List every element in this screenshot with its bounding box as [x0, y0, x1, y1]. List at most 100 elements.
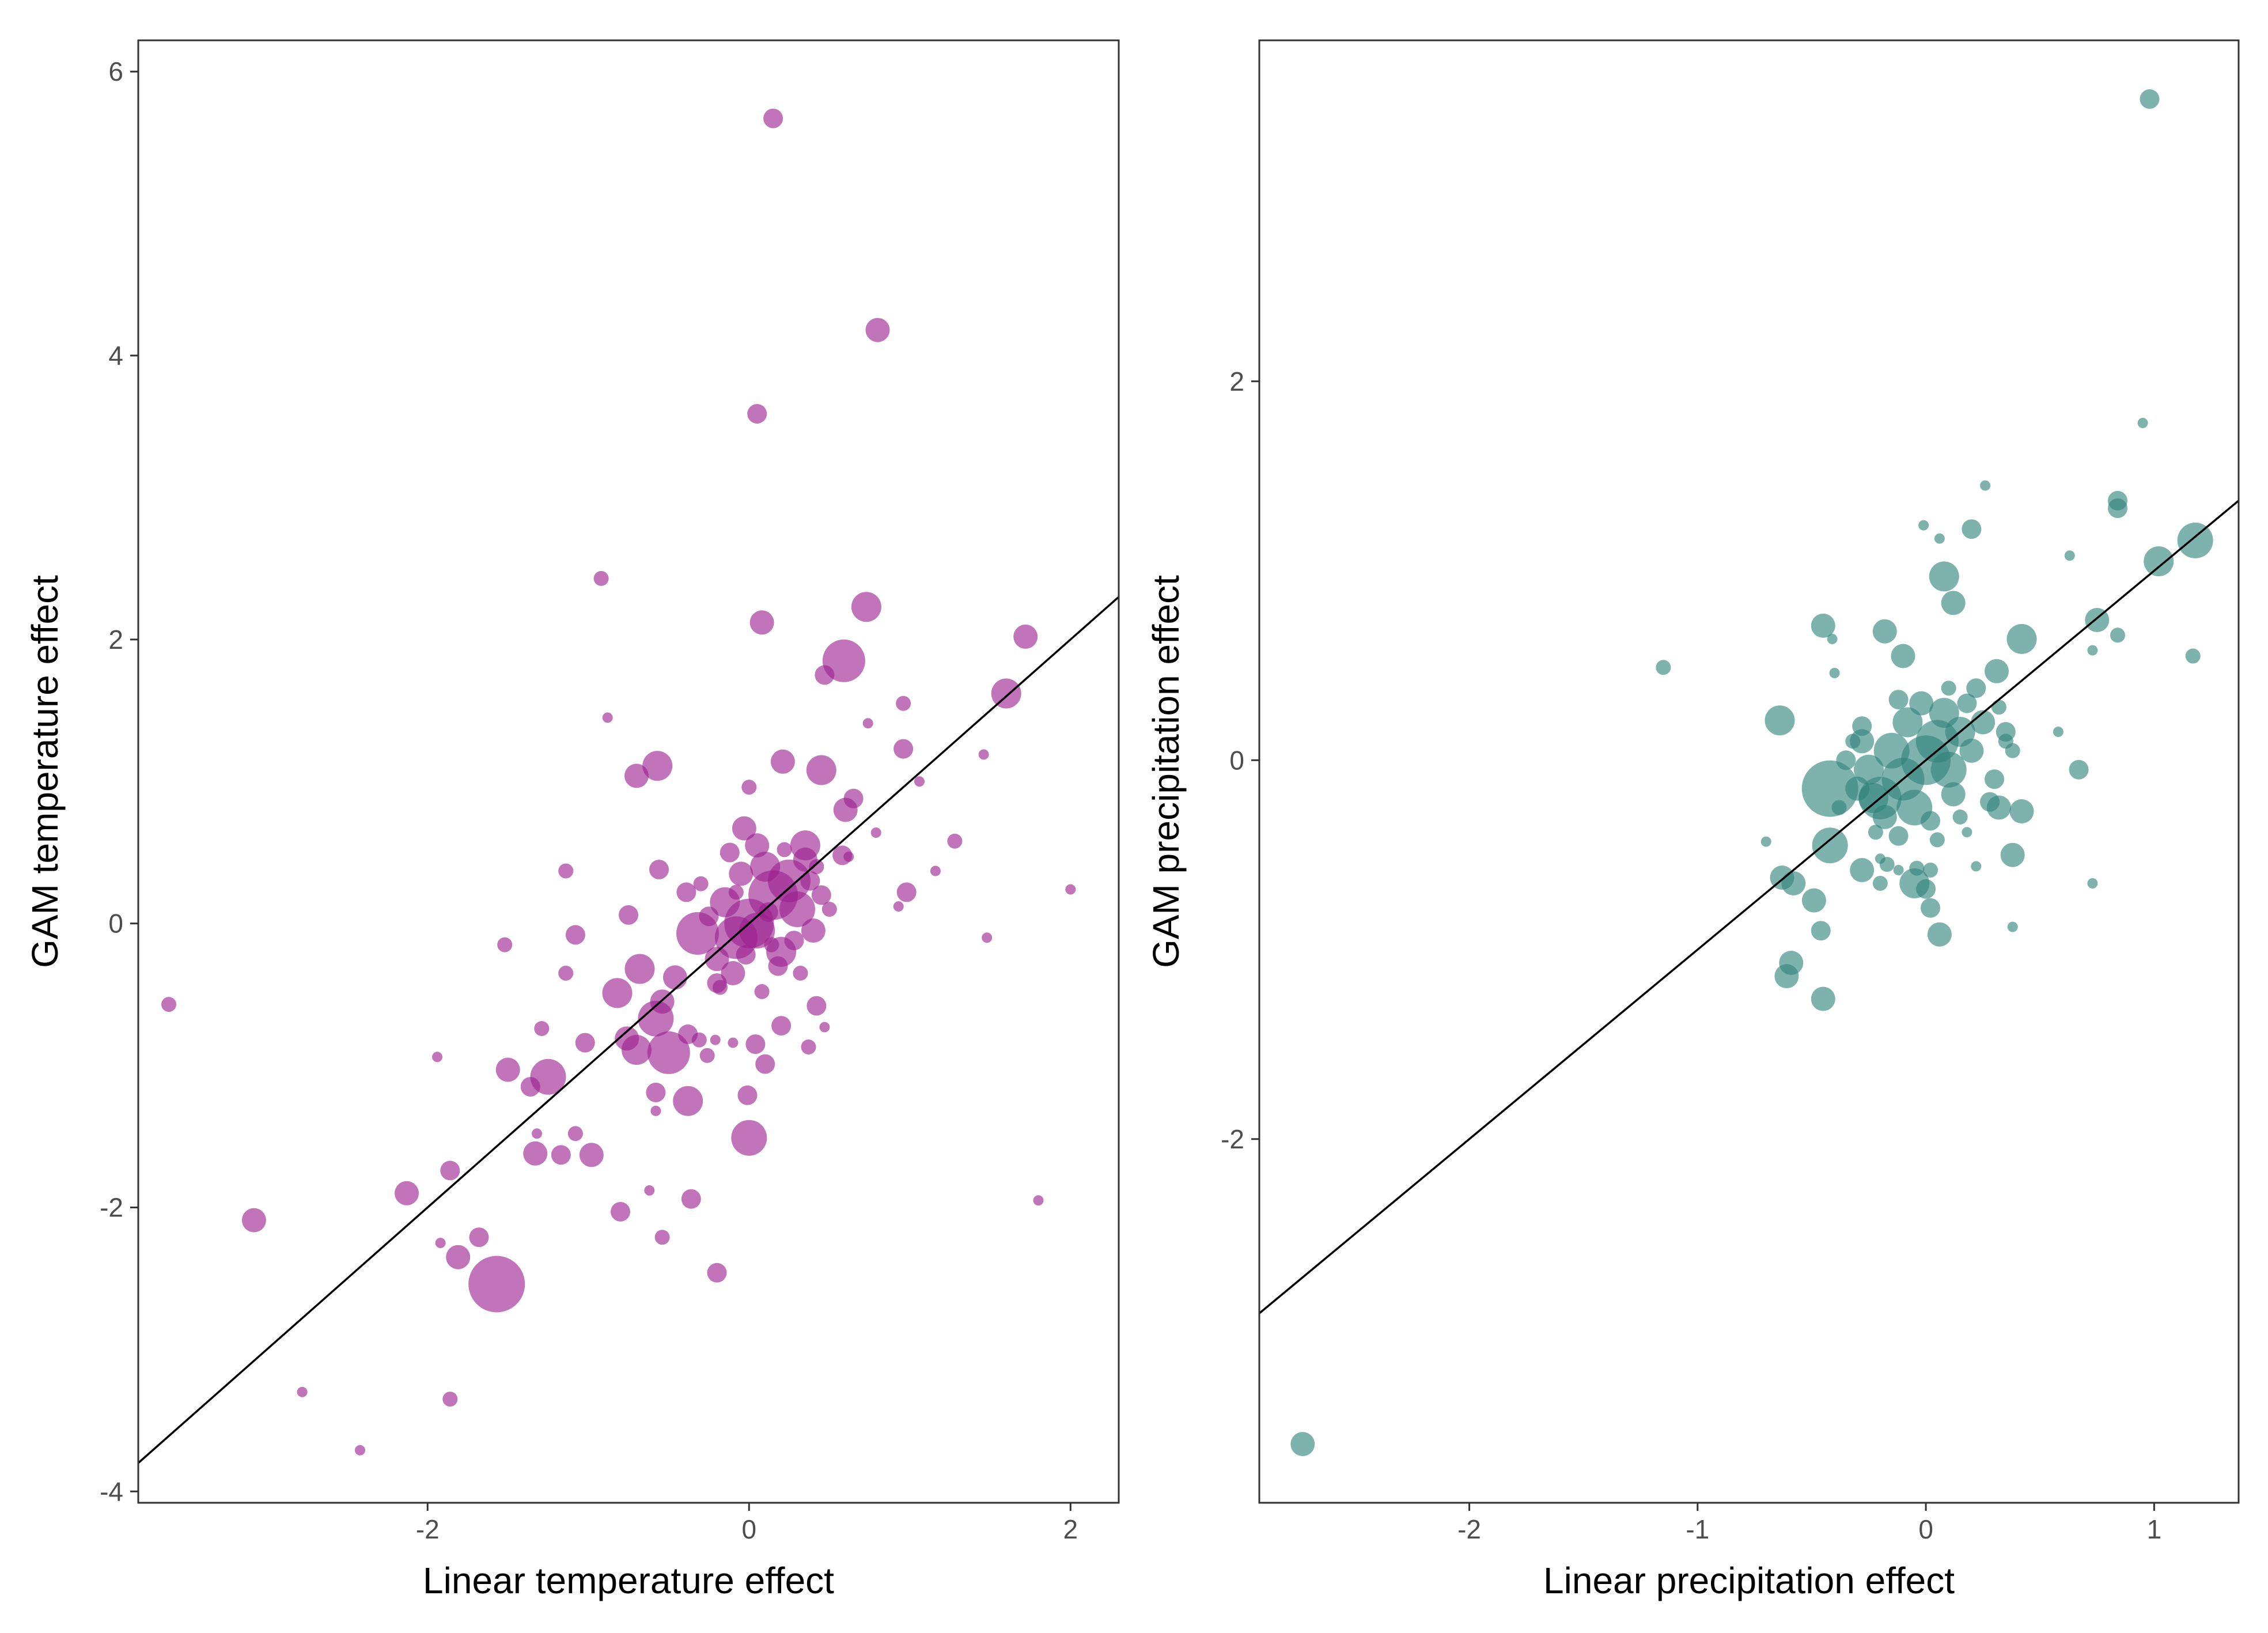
- temperature-data-point: [806, 755, 836, 785]
- temperature-data-point: [297, 1386, 308, 1397]
- precipitation-data-point: [1923, 863, 1938, 878]
- precipitation-data-point: [2087, 645, 2098, 656]
- temperature-y-axis-title: GAM temperature effect: [24, 575, 66, 968]
- precipitation-data-point: [1980, 792, 2000, 812]
- precipitation-data-point: [2000, 842, 2025, 867]
- temperature-data-point: [764, 937, 779, 952]
- precipitation-x-tick-label: -2: [1457, 1514, 1481, 1544]
- temperature-data-point: [777, 842, 792, 857]
- temperature-data-point: [602, 712, 613, 723]
- precipitation-data-point: [1921, 811, 1940, 831]
- temperature-data-point: [749, 610, 774, 635]
- temperature-data-point: [755, 1054, 775, 1074]
- temperature-data-point: [771, 1016, 792, 1036]
- temperature-data-point: [732, 816, 756, 841]
- temperature-data-point: [713, 980, 728, 995]
- precipitation-data-point: [1290, 1432, 1315, 1457]
- temperature-data-point: [558, 863, 574, 879]
- precipitation-data-point: [1829, 668, 1840, 678]
- temperature-data-point: [710, 1034, 721, 1045]
- precipitation-data-point: [1872, 876, 1888, 891]
- precipitation-x-axis-title: Linear precipitation effect: [1543, 1560, 1955, 1601]
- temperature-data-point: [551, 1145, 571, 1165]
- temperature-data-point: [721, 961, 745, 985]
- temperature-data-point: [763, 108, 783, 128]
- precipitation-data-point: [1888, 690, 1909, 710]
- precipitation-y-tick-label: -2: [1221, 1124, 1244, 1154]
- precipitation-data-point: [2110, 628, 2125, 643]
- precipitation-data-point: [1916, 879, 1936, 899]
- temperature-panel: -2 0 2 -4 -2 0 2 4 6 Linear temperature effect GAM…: [24, 39, 1120, 1601]
- temperature-data-point: [523, 1141, 548, 1166]
- temperature-data-point: [161, 997, 176, 1012]
- precipitation-data-point: [1827, 633, 1838, 644]
- precipitation-data-point: [1891, 644, 1915, 668]
- precipitation-data-point: [1812, 827, 1848, 864]
- temperature-data-point: [720, 842, 740, 863]
- temperature-data-point: [446, 1245, 471, 1269]
- precipitation-data-point: [1962, 827, 1972, 838]
- precipitation-data-point: [1927, 922, 1952, 947]
- precipitation-data-point: [1879, 857, 1895, 872]
- temperature-data-point: [758, 902, 778, 922]
- precipitation-data-point: [1811, 921, 1831, 941]
- temperature-data-point: [819, 1022, 830, 1033]
- precipitation-data-point: [1854, 754, 1884, 785]
- precipitation-data-point: [1868, 825, 1883, 840]
- precipitation-data-point: [1971, 710, 1996, 735]
- precipitation-data-point: [1966, 678, 1986, 698]
- temperature-data-point: [1033, 1195, 1044, 1206]
- temperature-data-point: [811, 885, 831, 905]
- temperature-data-point: [649, 860, 669, 879]
- temperature-data-point: [699, 906, 719, 927]
- temperature-data-point: [602, 978, 633, 1008]
- precipitation-y-axis-title: GAM precipitation effect: [1145, 575, 1187, 968]
- temperature-data-point: [654, 1230, 670, 1245]
- temperature-y-tick-label: 6: [108, 56, 123, 86]
- precipitation-panel-border: [1258, 39, 2240, 1504]
- temperature-data-point: [442, 1392, 458, 1407]
- temperature-data-point: [624, 763, 649, 788]
- temperature-data-point: [801, 1039, 816, 1054]
- precipitation-data-point: [1811, 613, 1835, 638]
- temperature-data-point: [691, 1032, 707, 1048]
- temperature-data-point: [495, 1057, 520, 1082]
- precipitation-data-point: [1836, 750, 1856, 770]
- precipitation-data-point: [2006, 623, 2037, 654]
- temperature-data-point: [851, 592, 881, 622]
- temperature-data-point: [699, 1048, 715, 1063]
- temperature-data-point: [611, 1201, 630, 1222]
- temperature-data-point: [737, 1085, 758, 1105]
- precipitation-data-point: [1831, 800, 1847, 815]
- temperature-data-point: [622, 1035, 652, 1065]
- precipitation-data-point: [1811, 986, 1835, 1011]
- precipitation-data-point: [2108, 498, 2127, 518]
- temperature-data-point: [745, 833, 770, 858]
- precipitation-data-point: [1845, 776, 1870, 801]
- temperature-data-point: [673, 1086, 703, 1116]
- precipitation-data-point: [1852, 716, 1872, 736]
- temperature-data-point: [739, 913, 775, 948]
- precipitation-x-tick-label: 0: [1918, 1514, 1933, 1544]
- temperature-data-point: [435, 1238, 446, 1249]
- temperature-x-axis-title: Linear temperature effect: [423, 1560, 834, 1601]
- temperature-data-point: [793, 965, 808, 981]
- temperature-y-tick-label: 4: [108, 341, 123, 371]
- temperature-data-point: [1065, 884, 1076, 895]
- precipitation-data-point: [1918, 520, 1929, 531]
- temperature-data-point: [638, 1000, 674, 1037]
- temperature-data-point: [676, 882, 696, 902]
- precipitation-data-point: [1985, 659, 2009, 683]
- precipitation-data-point: [2137, 418, 2148, 429]
- temperature-data-point: [800, 871, 820, 891]
- temperature-data-point: [865, 317, 890, 342]
- precipitation-data-point: [1952, 809, 1968, 825]
- precipitation-y-tick-label: 2: [1229, 366, 1244, 396]
- temperature-x-tick-label: 0: [741, 1514, 756, 1544]
- temperature-data-point: [567, 1126, 583, 1141]
- temperature-data-point: [862, 718, 873, 729]
- temperature-data-point: [893, 901, 904, 912]
- temperature-data-point: [241, 1208, 266, 1233]
- precipitation-data-point: [1957, 693, 1977, 713]
